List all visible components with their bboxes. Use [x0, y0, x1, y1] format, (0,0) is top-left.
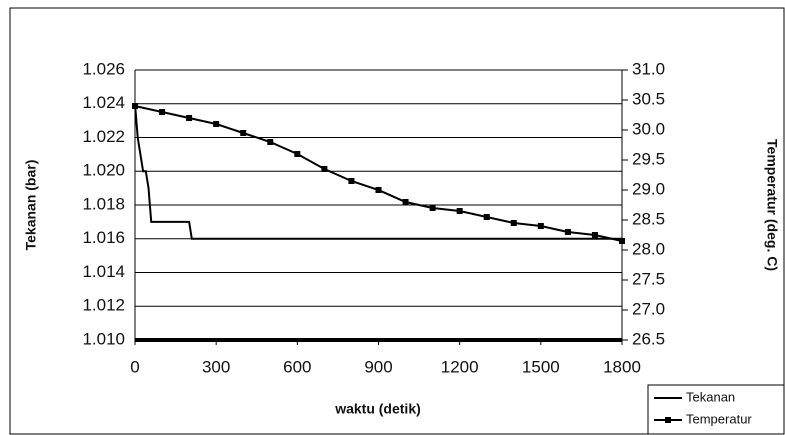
chart-frame [10, 8, 784, 434]
series-marker [376, 187, 382, 193]
y2-tick-label: 30.5 [632, 89, 665, 108]
y-tick-label: 1.010 [82, 329, 125, 348]
x-tick-label: 300 [202, 357, 230, 376]
series-marker [403, 199, 409, 205]
series-marker [511, 220, 517, 226]
x-axis-label: waktu (detik) [334, 401, 421, 417]
y-axis-label: Tekanan (bar) [23, 160, 39, 251]
chart: Tekanan (bar) Temperatur (deg. C) waktu … [0, 0, 785, 435]
x-tick-label: 1800 [603, 357, 641, 376]
y-tick-label: 1.018 [82, 194, 125, 213]
y-tick-label: 1.026 [82, 59, 125, 78]
x-tick-label: 600 [283, 357, 311, 376]
y-tick-label: 1.022 [82, 127, 125, 146]
y-tick-label: 1.012 [82, 296, 125, 315]
y2-axis-label: Temperatur (deg. C) [764, 139, 780, 271]
x-tick-label: 1500 [522, 357, 560, 376]
y-tick-label: 1.014 [82, 262, 125, 281]
legend-marker [665, 417, 671, 423]
series-marker [213, 121, 219, 127]
x-tick-label: 900 [364, 357, 392, 376]
y2-tick-label: 30.0 [632, 119, 665, 138]
series-marker [186, 115, 192, 121]
y-tick-label: 1.016 [82, 228, 125, 247]
series-marker [294, 151, 300, 157]
series-marker [267, 139, 273, 145]
y2-tick-label: 29.5 [632, 149, 665, 168]
series-marker [132, 103, 138, 109]
series-marker [159, 109, 165, 115]
y2-tick-label: 27.0 [632, 299, 665, 318]
series-marker [565, 229, 571, 235]
y-tick-label: 1.024 [82, 93, 125, 112]
y2-tick-label: 27.5 [632, 269, 665, 288]
x-tick-label: 0 [130, 357, 139, 376]
y2-tick-label: 28.0 [632, 239, 665, 258]
series-marker [348, 178, 354, 184]
y-tick-label: 1.020 [82, 161, 125, 180]
series-marker [619, 238, 625, 244]
series-line [135, 106, 622, 241]
y2-tick-label: 29.0 [632, 179, 665, 198]
y2-tick-label: 31.0 [632, 59, 665, 78]
y2-tick-label: 26.5 [632, 329, 665, 348]
legend-label: Tekanan [686, 389, 735, 404]
series-marker [240, 130, 246, 136]
series-marker [321, 166, 327, 172]
series-marker [592, 232, 598, 238]
series-marker [538, 223, 544, 229]
series-marker [484, 214, 490, 220]
x-tick-label: 1200 [441, 357, 479, 376]
y2-tick-label: 28.5 [632, 209, 665, 228]
series-marker [430, 205, 436, 211]
series-marker [457, 208, 463, 214]
legend-label: Temperatur [686, 411, 752, 426]
